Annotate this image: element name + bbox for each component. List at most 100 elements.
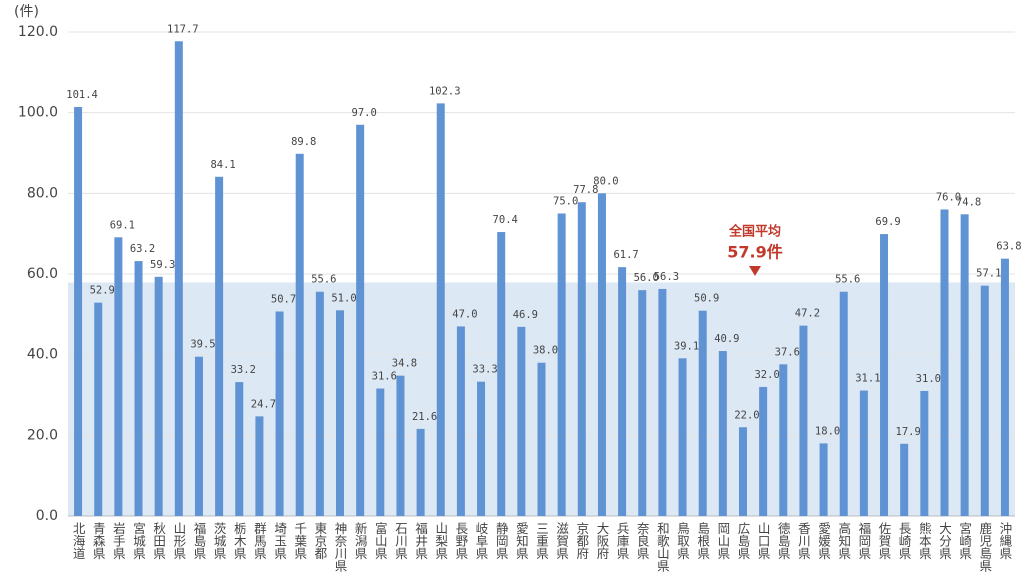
x-tick-label: 静岡県 (494, 522, 509, 560)
value-label: 84.1 (210, 159, 235, 171)
y-tick-label: 0.0 (36, 508, 58, 524)
x-tick-label: 青森県 (91, 522, 106, 560)
bar (336, 310, 345, 516)
x-tick-label: 長崎県 (897, 522, 912, 560)
y-tick-label: 80.0 (27, 185, 58, 201)
bar (235, 382, 244, 516)
x-tick-label: 岩手県 (111, 521, 126, 560)
x-tick-label: 兵庫県 (615, 522, 630, 560)
value-label: 33.3 (472, 364, 497, 376)
value-label: 38.0 (533, 345, 558, 357)
bar (880, 234, 889, 516)
x-tick-label: 宮崎県 (957, 521, 972, 560)
value-label: 77.8 (573, 184, 598, 196)
value-label: 47.0 (452, 308, 477, 320)
x-tick-label: 京都府 (574, 522, 589, 560)
value-label: 21.6 (412, 411, 437, 423)
y-tick-label: 40.0 (27, 347, 58, 363)
value-label: 101.4 (66, 89, 98, 101)
x-tick-label: 宮城県 (131, 521, 146, 560)
bar (194, 356, 203, 516)
value-label: 57.1 (976, 268, 1001, 280)
value-label: 31.6 (372, 371, 397, 383)
x-tick-label: 栃木県 (232, 522, 247, 560)
value-label: 63.2 (130, 243, 155, 255)
bar (799, 325, 808, 516)
bar (557, 213, 566, 516)
value-label: 39.1 (674, 340, 699, 352)
value-label: 18.0 (815, 425, 840, 437)
x-tick-label: 和歌山県 (655, 522, 670, 572)
bar (980, 285, 989, 516)
bar (497, 232, 506, 516)
y-tick-label: 100.0 (18, 105, 58, 121)
value-label: 59.3 (150, 259, 175, 271)
bar (577, 202, 586, 516)
value-label: 51.0 (331, 292, 356, 304)
bar (94, 302, 103, 516)
x-tick-label: 茨城県 (212, 522, 227, 560)
x-tick-label: 富山県 (373, 521, 388, 560)
x-tick-label: 高知県 (836, 521, 851, 560)
x-tick-label: 奈良県 (635, 522, 650, 560)
value-label: 31.1 (855, 373, 880, 385)
x-tick-label: 大分県 (937, 522, 952, 560)
x-tick-label: 三重県 (534, 522, 549, 560)
x-tick-label: 愛媛県 (816, 522, 831, 560)
bar (396, 375, 405, 516)
bar (134, 261, 143, 516)
bar (1000, 258, 1009, 516)
bar (859, 390, 868, 516)
bar (618, 267, 627, 516)
value-label: 24.7 (251, 398, 276, 410)
x-tick-label: 神奈川県 (333, 522, 348, 572)
x-tick-label: 広島県 (735, 522, 750, 560)
x-tick-label: 福島県 (191, 521, 206, 560)
value-label: 63.8 (996, 241, 1021, 253)
x-tick-label: 福井県 (413, 521, 428, 560)
bar (537, 362, 546, 516)
x-tick-label: 熊本県 (917, 521, 932, 560)
value-label: 50.7 (271, 294, 296, 306)
x-tick-label: 佐賀県 (877, 522, 892, 560)
average-arrow (749, 266, 761, 276)
x-tick-label: 香川県 (796, 522, 811, 560)
value-label: 39.5 (190, 339, 215, 351)
bar (315, 291, 324, 516)
x-tick-label: 岡山県 (715, 522, 730, 560)
x-tick-label: 新潟県 (353, 521, 368, 560)
value-label: 52.9 (90, 285, 115, 297)
value-label: 70.4 (493, 214, 518, 226)
value-label: 55.6 (311, 274, 336, 286)
bar (900, 443, 909, 516)
y-tick-label: 20.0 (27, 427, 58, 443)
bar (779, 364, 788, 516)
x-tick-label: 山口県 (756, 522, 771, 560)
value-label: 56.0 (634, 272, 659, 284)
y-tick-label: 60.0 (27, 266, 58, 282)
bar (698, 310, 707, 516)
x-tick-label: 徳島県 (776, 521, 791, 560)
x-tick-label: 愛知県 (514, 522, 529, 560)
x-tick-label: 秋田県 (151, 522, 166, 560)
y-unit: (件) (14, 4, 39, 20)
bar (678, 358, 687, 516)
bar (920, 390, 929, 516)
value-label: 46.9 (513, 309, 538, 321)
value-label: 56.3 (654, 271, 679, 283)
x-tick-label: 山梨県 (433, 522, 448, 560)
x-tick-label: 岐阜県 (474, 522, 489, 560)
value-label: 117.7 (167, 23, 199, 35)
x-tick-label: 福岡県 (856, 521, 871, 560)
value-label: 31.0 (916, 373, 941, 385)
value-label: 61.7 (613, 249, 638, 261)
value-label: 74.8 (956, 196, 981, 208)
value-label: 47.2 (795, 308, 820, 320)
y-tick-label: 120.0 (18, 24, 58, 40)
bar (114, 237, 123, 516)
bar (960, 214, 969, 516)
x-tick-label: 滋賀県 (554, 521, 569, 560)
bar (255, 416, 264, 516)
value-label: 102.3 (429, 85, 461, 97)
